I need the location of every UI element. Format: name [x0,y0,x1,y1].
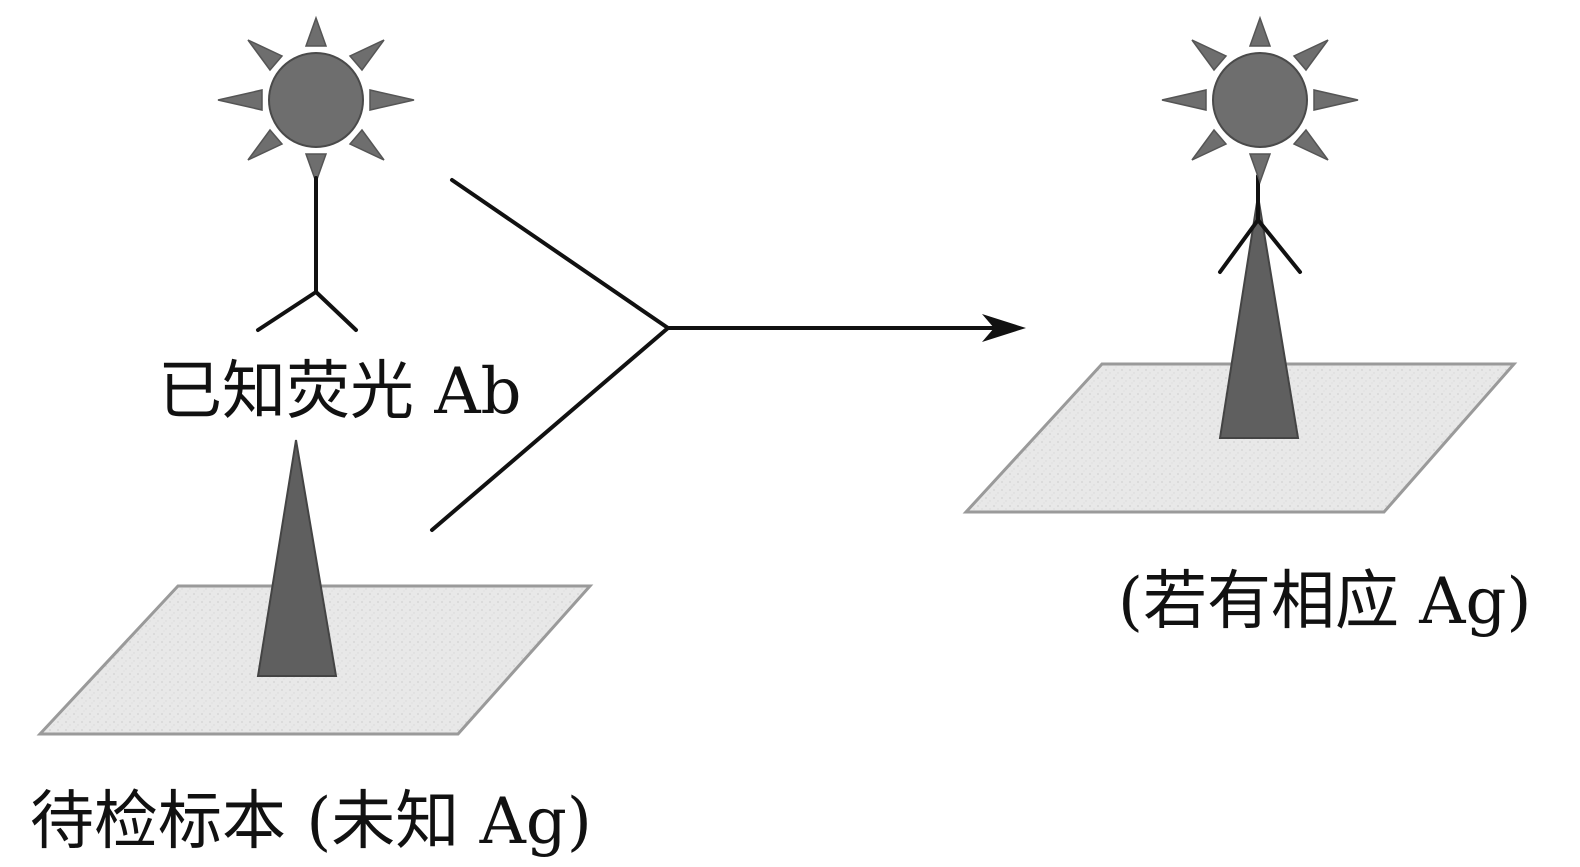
arrow-lower-branch [430,326,670,532]
reaction-arrow [430,178,1002,532]
result-label: (若有相应 Ag) [1118,565,1532,639]
cone-antigen-icon [1218,195,1300,439]
arrow-head-icon [982,314,1026,342]
y-shaped-antibody-icon [1218,174,1302,274]
specimen-slide-left [36,439,594,736]
cone-antigen-icon [256,439,338,677]
arrow-upper-branch [450,178,670,330]
antibody-label: 已知荧光 Ab [158,355,522,429]
y-shaped-antibody-icon [256,176,358,332]
sun-icon [217,15,415,185]
specimen-label: 待检标本 (未知 Ag) [30,785,592,859]
result-complex-right [962,15,1518,514]
fluorescent-antibody-left [217,15,415,332]
sun-icon [1161,15,1359,185]
